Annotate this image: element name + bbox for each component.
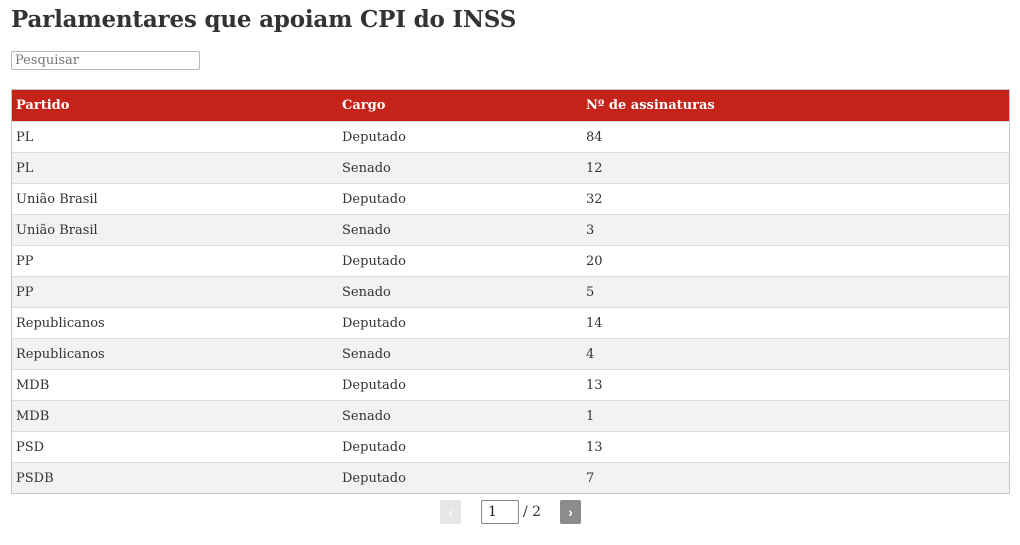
table-header-row: Partido Cargo Nº de assinaturas [12, 90, 1009, 122]
cell-assinaturas: 14 [582, 307, 1009, 339]
cell-partido: MDB [12, 400, 338, 432]
table-row: União Brasil Deputado 32 [12, 183, 1009, 215]
table-row: PP Deputado 20 [12, 245, 1009, 277]
cell-partido: PL [12, 121, 338, 153]
page-number-input[interactable] [481, 500, 519, 524]
cell-partido: Republicanos [12, 338, 338, 370]
table-row: PL Senado 12 [12, 152, 1009, 184]
page-total-label: / 2 [523, 504, 542, 520]
table-row: Republicanos Deputado 14 [12, 307, 1009, 339]
prev-page-button[interactable]: ‹ [440, 500, 461, 524]
cell-assinaturas: 20 [582, 245, 1009, 277]
cell-assinaturas: 84 [582, 121, 1009, 153]
table-row: PL Deputado 84 [12, 121, 1009, 153]
cell-assinaturas: 13 [582, 369, 1009, 401]
table-row: PP Senado 5 [12, 276, 1009, 308]
table-body: PL Deputado 84 PL Senado 12 União Brasil Deputa… [12, 121, 1009, 493]
cell-assinaturas: 5 [582, 276, 1009, 308]
cell-assinaturas: 12 [582, 152, 1009, 184]
next-page-button[interactable]: › [560, 500, 582, 524]
cell-partido: PSD [12, 431, 338, 463]
pagination: ‹ / 2 › [440, 500, 582, 524]
cell-cargo: Deputado [338, 462, 582, 493]
cell-partido: PL [12, 152, 338, 184]
column-header-cargo[interactable]: Cargo [338, 90, 582, 122]
table-row: MDB Deputado 13 [12, 369, 1009, 401]
cell-partido: União Brasil [12, 183, 338, 215]
cell-partido: União Brasil [12, 214, 338, 246]
column-header-assinaturas[interactable]: Nº de assinaturas [582, 90, 1009, 122]
cell-assinaturas: 7 [582, 462, 1009, 493]
cell-cargo: Senado [338, 152, 582, 184]
cell-partido: PP [12, 276, 338, 308]
cell-cargo: Deputado [338, 121, 582, 153]
page-title: Parlamentares que apoiam CPI do INSS [11, 6, 517, 33]
table-row: Republicanos Senado 4 [12, 338, 1009, 370]
cell-cargo: Deputado [338, 431, 582, 463]
table-row: PSD Deputado 13 [12, 431, 1009, 463]
cell-cargo: Senado [338, 276, 582, 308]
cell-cargo: Senado [338, 400, 582, 432]
cell-cargo: Senado [338, 338, 582, 370]
cell-assinaturas: 13 [582, 431, 1009, 463]
search-input[interactable] [11, 51, 200, 70]
cell-cargo: Deputado [338, 183, 582, 215]
data-table: Partido Cargo Nº de assinaturas PL Deputa… [11, 89, 1010, 494]
cell-cargo: Senado [338, 214, 582, 246]
cell-cargo: Deputado [338, 245, 582, 277]
cell-assinaturas: 32 [582, 183, 1009, 215]
cell-assinaturas: 4 [582, 338, 1009, 370]
table-row: União Brasil Senado 3 [12, 214, 1009, 246]
cell-cargo: Deputado [338, 369, 582, 401]
table-row: PSDB Deputado 7 [12, 462, 1009, 493]
table-row: MDB Senado 1 [12, 400, 1009, 432]
cell-partido: MDB [12, 369, 338, 401]
cell-partido: Republicanos [12, 307, 338, 339]
cell-partido: PP [12, 245, 338, 277]
column-header-partido[interactable]: Partido [12, 90, 338, 122]
cell-assinaturas: 1 [582, 400, 1009, 432]
cell-cargo: Deputado [338, 307, 582, 339]
cell-assinaturas: 3 [582, 214, 1009, 246]
cell-partido: PSDB [12, 462, 338, 493]
